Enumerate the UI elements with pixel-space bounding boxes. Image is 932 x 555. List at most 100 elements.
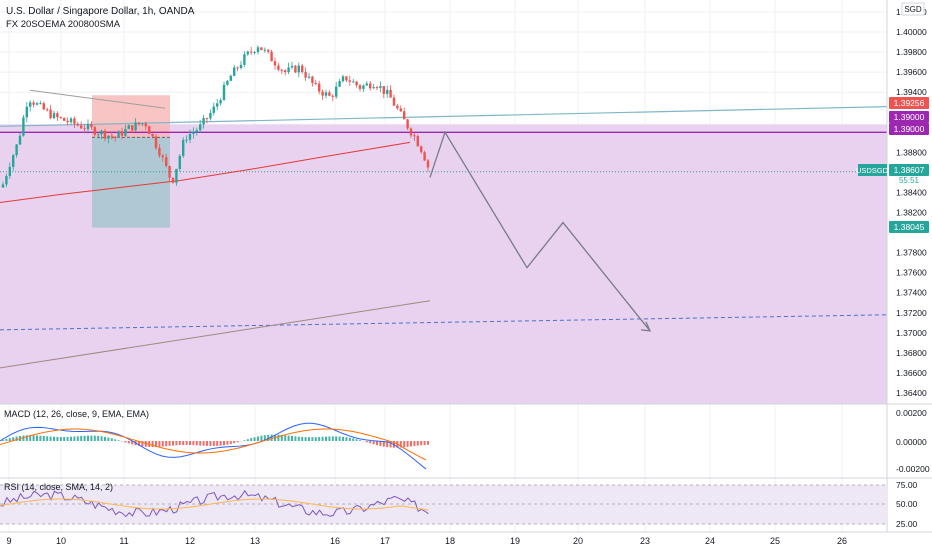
rsi-tick: 50.00	[896, 499, 918, 509]
price-tick: 1.39800	[896, 47, 927, 57]
price-tick: 1.38400	[896, 187, 927, 197]
macd-histogram-bar	[315, 437, 317, 441]
macd-histogram-bar	[427, 441, 429, 445]
candle-body	[192, 132, 194, 134]
price-tick: 1.37000	[896, 328, 927, 338]
candle-body	[250, 52, 252, 53]
candle-body	[223, 85, 225, 100]
macd-pane[interactable]	[0, 423, 429, 469]
macd-histogram-bar	[50, 437, 52, 441]
macd-histogram-bar	[294, 436, 296, 441]
macd-histogram-bar	[63, 437, 65, 441]
macd-histogram-bar	[152, 441, 154, 447]
candle-body	[298, 66, 300, 73]
candle-body	[352, 82, 354, 83]
macd-histogram-bar	[94, 436, 96, 441]
candle-body	[107, 136, 109, 139]
candle-body	[172, 178, 174, 183]
candle-body	[158, 148, 160, 156]
macd-tick: 0.00000	[896, 437, 927, 447]
macd-histogram-bar	[2, 440, 4, 441]
candle-body	[128, 125, 130, 129]
candle-body	[260, 47, 262, 50]
candle-body	[315, 83, 317, 84]
candle-body	[274, 61, 276, 65]
candle-body	[155, 136, 157, 147]
candle-body	[206, 118, 208, 119]
macd-histogram-bar	[124, 441, 126, 442]
candle-body	[32, 102, 34, 104]
time-tick: 18	[445, 536, 455, 546]
macd-histogram-bar	[169, 441, 171, 446]
chart-title: U.S. Dollar / Singapore Dollar, 1h, OAND…	[6, 6, 195, 17]
candle-body	[63, 118, 65, 121]
candle-body	[277, 65, 279, 69]
candle-body	[117, 131, 119, 137]
macd-histogram-bar	[420, 441, 422, 445]
candle-body	[413, 135, 415, 136]
candle-body	[400, 108, 402, 111]
candle-body	[376, 87, 378, 88]
candle-body	[138, 122, 140, 124]
candle-body	[338, 81, 340, 87]
price-label: 1.38045	[894, 222, 925, 232]
candle-body	[134, 122, 136, 130]
rsi-pane[interactable]	[0, 485, 887, 524]
macd-histogram-bar	[158, 441, 160, 447]
candle-body	[386, 90, 388, 94]
candle-body	[87, 124, 89, 129]
price-label: 1.39000	[894, 112, 925, 122]
candle-body	[104, 131, 106, 139]
candle-body	[66, 121, 68, 122]
candle-body	[145, 123, 147, 126]
candle-body	[332, 96, 334, 97]
macd-histogram-bar	[277, 435, 279, 441]
macd-histogram-bar	[373, 441, 375, 444]
time-tick: 13	[250, 536, 260, 546]
candle-body	[233, 67, 235, 75]
price-tick: 1.39400	[896, 87, 927, 97]
macd-histogram-bar	[5, 439, 7, 441]
macd-histogram-bar	[349, 438, 351, 441]
macd-histogram-bar	[128, 441, 130, 443]
macd-histogram-bar	[291, 436, 293, 441]
macd-histogram-bar	[9, 438, 11, 441]
rsi-tick: 75.00	[896, 480, 918, 490]
macd-histogram-bar	[182, 441, 184, 445]
macd-histogram-bar	[332, 436, 334, 441]
macd-histogram-bar	[43, 436, 45, 441]
candle-body	[216, 103, 218, 106]
candle-body	[56, 113, 58, 117]
macd-histogram-bar	[335, 436, 337, 441]
candle-body	[267, 50, 269, 52]
candle-body	[328, 92, 330, 95]
time-tick: 23	[640, 536, 650, 546]
price-tick: 1.37200	[896, 308, 927, 318]
macd-histogram-bar	[352, 438, 354, 441]
time-tick: 9	[6, 536, 11, 546]
macd-histogram-bar	[84, 436, 86, 441]
candle-body	[345, 76, 347, 80]
candle-body	[389, 90, 391, 98]
macd-histogram-bar	[339, 437, 341, 441]
candle-body	[264, 50, 266, 51]
macd-histogram-bar	[403, 441, 405, 447]
candle-body	[393, 98, 395, 106]
candle-body	[189, 134, 191, 140]
macd-histogram-bar	[308, 437, 310, 441]
macd-histogram-bar	[80, 436, 82, 441]
candle-body	[209, 113, 211, 119]
rsi-tick: 25.00	[896, 519, 918, 529]
macd-histogram-bar	[223, 441, 225, 445]
macd-histogram-bar	[318, 437, 320, 441]
candle-body	[257, 47, 259, 52]
time-tick: 17	[380, 536, 390, 546]
candle-body	[291, 66, 293, 68]
candle-body	[175, 169, 177, 183]
candle-body	[287, 67, 289, 72]
macd-histogram-bar	[216, 441, 218, 446]
candle-body	[49, 110, 51, 119]
